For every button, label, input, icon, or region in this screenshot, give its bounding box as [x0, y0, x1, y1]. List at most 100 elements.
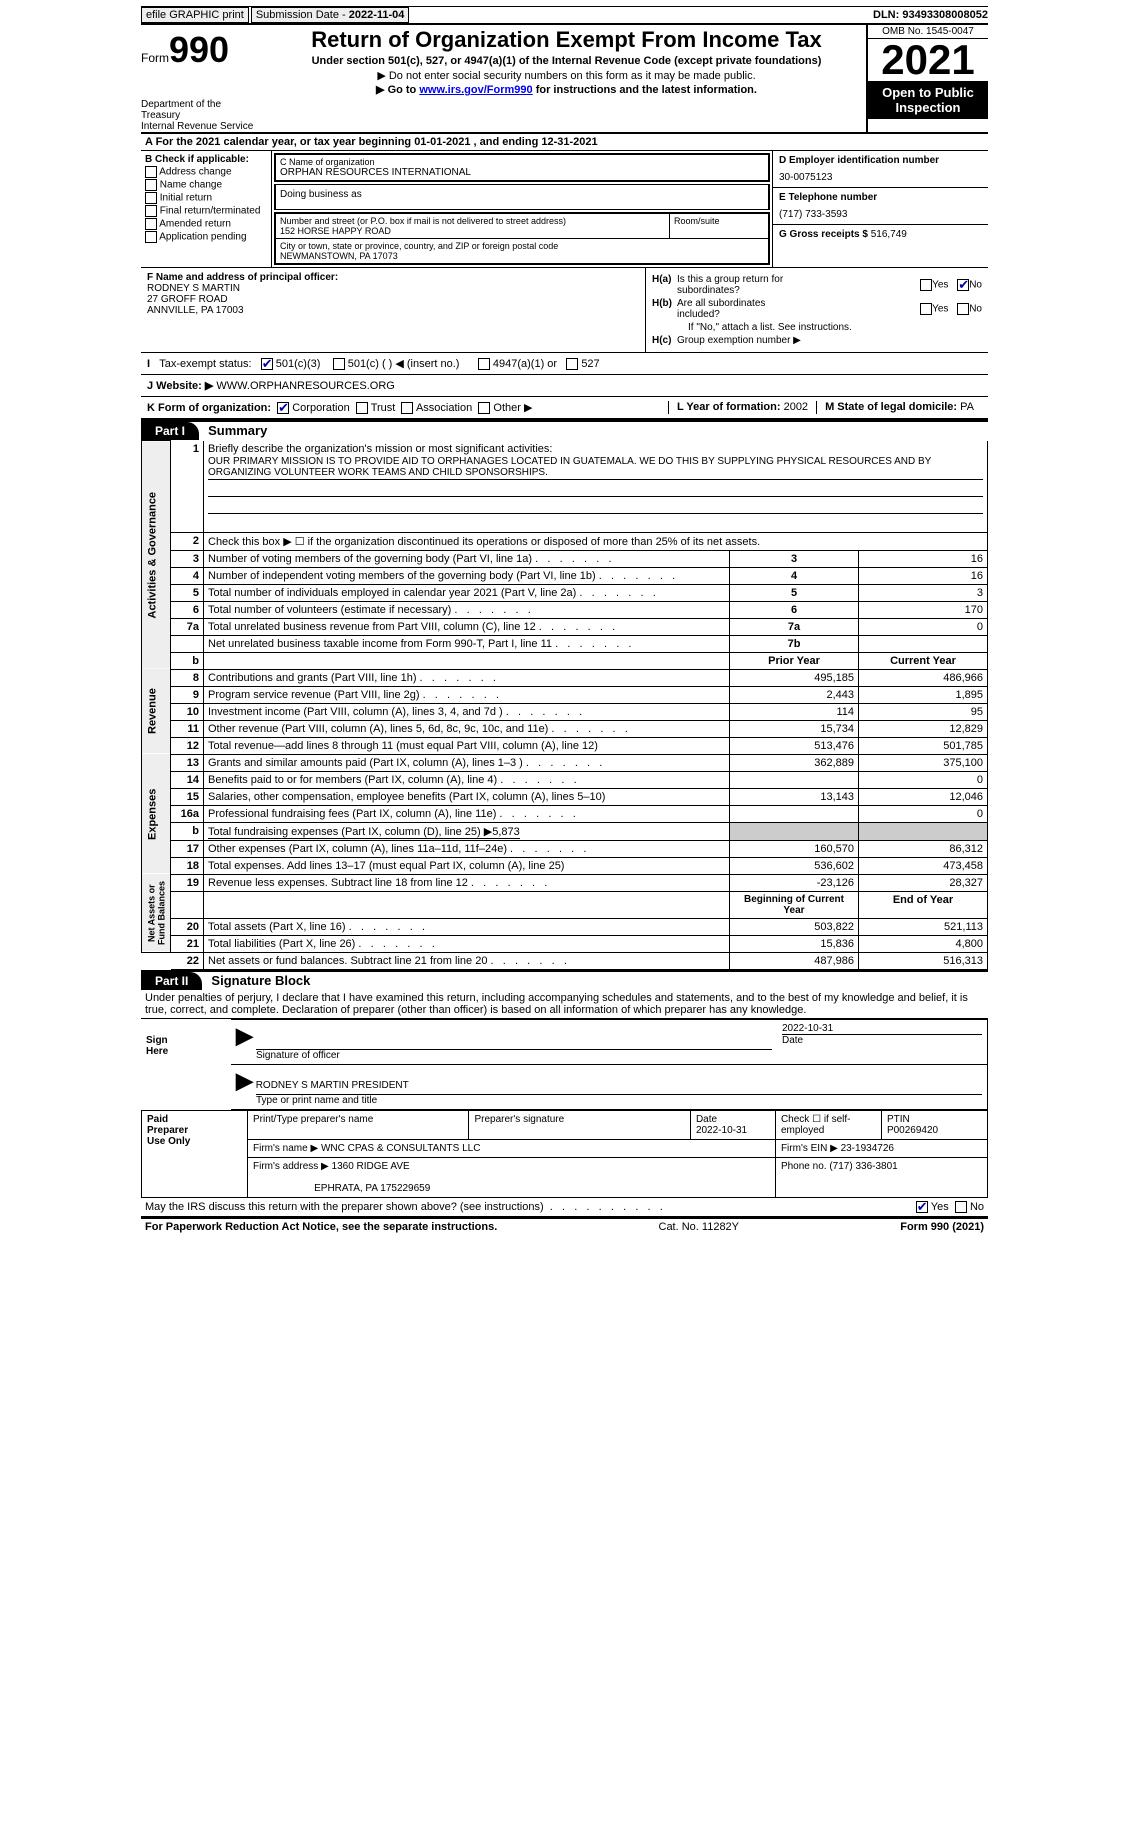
- efile-button[interactable]: efile GRAPHIC print: [141, 7, 249, 23]
- check-trust[interactable]: [356, 402, 368, 414]
- dept-label: Department of the Treasury Internal Reve…: [141, 99, 261, 132]
- footer-right: Form 990 (2021): [900, 1221, 984, 1233]
- street-label: Number and street (or P.O. box if mail i…: [280, 216, 665, 226]
- hdr-end-year: End of Year: [859, 891, 988, 918]
- line7a-desc: Total unrelated business revenue from Pa…: [204, 618, 730, 635]
- line11-prior: 15,734: [730, 720, 859, 737]
- check-application-pending[interactable]: Application pending: [145, 231, 267, 243]
- line14-curr: 0: [859, 771, 988, 788]
- form-header: Form990 Department of the Treasury Inter…: [141, 23, 988, 134]
- line20-end: 521,113: [859, 918, 988, 935]
- f-label: F Name and address of principal officer:: [147, 272, 338, 283]
- check-4947[interactable]: [478, 358, 490, 370]
- line19-desc: Revenue less expenses. Subtract line 18 …: [204, 874, 730, 891]
- hb-note: If "No," attach a list. See instructions…: [652, 322, 982, 333]
- ha-yes-check[interactable]: [920, 279, 932, 291]
- irs-link[interactable]: www.irs.gov/Form990: [419, 84, 532, 96]
- officer-street: 27 GROFF ROAD: [147, 294, 228, 305]
- check-other[interactable]: [478, 402, 490, 414]
- line9-curr: 1,895: [859, 686, 988, 703]
- check-501c3[interactable]: [261, 358, 273, 370]
- col-d: D Employer identification number 30-0075…: [772, 151, 988, 267]
- firm-name-label: Firm's name ▶: [253, 1143, 321, 1154]
- self-employed-check[interactable]: Check ☐ if self-employed: [775, 1110, 881, 1139]
- ptin-value: P00269420: [887, 1125, 938, 1136]
- hb-yes-check[interactable]: [920, 303, 932, 315]
- sign-date-label: Date: [782, 1034, 982, 1046]
- check-name-change[interactable]: Name change: [145, 179, 267, 191]
- row-k-form-org: K Form of organization: Corporation Trus…: [141, 396, 988, 420]
- line2-text: Check this box ▶ ☐ if the organization d…: [204, 532, 988, 550]
- ptin-label: PTIN: [887, 1114, 910, 1125]
- room-cell: Room/suite: [669, 214, 768, 238]
- dba-box: Doing business as: [274, 184, 770, 210]
- declaration-text: Under penalties of perjury, I declare th…: [141, 990, 988, 1019]
- line20-beg: 503,822: [730, 918, 859, 935]
- dln-value: 93493308008052: [902, 9, 988, 21]
- line15-curr: 12,046: [859, 788, 988, 805]
- note-2: ▶ Go to www.irs.gov/Form990 for instruct…: [271, 83, 862, 96]
- check-initial-return[interactable]: Initial return: [145, 192, 267, 204]
- line7a-val: 0: [859, 618, 988, 635]
- line8-curr: 486,966: [859, 669, 988, 686]
- line9-prior: 2,443: [730, 686, 859, 703]
- line17-prior: 160,570: [730, 840, 859, 857]
- g-label: G Gross receipts $: [779, 229, 871, 240]
- form-number-value: 990: [169, 29, 229, 70]
- check-corp[interactable]: [277, 402, 289, 414]
- tab-activities-governance: Activities & Governance: [142, 441, 171, 670]
- col-b-title: B Check if applicable:: [145, 154, 249, 165]
- tab-expenses: Expenses: [142, 754, 171, 874]
- e-label: E Telephone number: [779, 192, 982, 203]
- preparer-sig-label: Preparer's signature: [469, 1110, 690, 1139]
- officer-city: ANNVILLE, PA 17003: [147, 305, 244, 316]
- check-527[interactable]: [566, 358, 578, 370]
- street-value: 152 HORSE HAPPY ROAD: [280, 226, 665, 236]
- line10-desc: Investment income (Part VIII, column (A)…: [204, 703, 730, 720]
- check-assoc[interactable]: [401, 402, 413, 414]
- page-footer: For Paperwork Reduction Act Notice, see …: [141, 1218, 988, 1235]
- form-prefix: Form: [141, 51, 169, 65]
- officer-name-title: RODNEY S MARTIN PRESIDENT: [256, 1080, 409, 1091]
- line19-curr: 28,327: [859, 874, 988, 891]
- ein-value: 30-0075123: [779, 172, 982, 183]
- line8-prior: 495,185: [730, 669, 859, 686]
- submission-date-box: Submission Date - 2022-11-04: [251, 7, 410, 23]
- check-501c[interactable]: [333, 358, 345, 370]
- tab-revenue: Revenue: [142, 669, 171, 754]
- d-label: D Employer identification number: [779, 155, 982, 166]
- check-amended-return[interactable]: Amended return: [145, 218, 267, 230]
- line21-desc: Total liabilities (Part X, line 26): [204, 935, 730, 952]
- ha-yesno: Yes No: [914, 279, 982, 291]
- header-right: OMB No. 1545-0047 2021 Open to Public In…: [866, 25, 988, 132]
- dba-label: Doing business as: [280, 189, 764, 200]
- line16b-curr-shaded: [859, 822, 988, 840]
- hb-no-check[interactable]: [957, 303, 969, 315]
- line18-prior: 536,602: [730, 857, 859, 874]
- footer-left: For Paperwork Reduction Act Notice, see …: [145, 1221, 497, 1233]
- header-middle: Return of Organization Exempt From Incom…: [267, 25, 866, 132]
- line4-val: 16: [859, 567, 988, 584]
- line9-desc: Program service revenue (Part VIII, line…: [204, 686, 730, 703]
- j-label: J Website: ▶: [147, 380, 216, 392]
- ha-no-check[interactable]: [957, 279, 969, 291]
- check-address-change[interactable]: Address change: [145, 166, 267, 178]
- line5-desc: Total number of individuals employed in …: [204, 584, 730, 601]
- line13-curr: 375,100: [859, 754, 988, 771]
- discuss-no-check[interactable]: [955, 1201, 967, 1213]
- sign-date-value: 2022-10-31: [782, 1023, 982, 1034]
- part1-label: Part I: [141, 422, 199, 440]
- city-cell: City or town, state or province, country…: [276, 239, 768, 263]
- tab-net-assets: Net Assets or Fund Balances: [142, 874, 171, 952]
- line22-desc: Net assets or fund balances. Subtract li…: [204, 952, 730, 969]
- line8-desc: Contributions and grants (Part VIII, lin…: [204, 669, 730, 686]
- col-b-check: B Check if applicable: Address change Na…: [141, 151, 272, 267]
- line12-prior: 513,476: [730, 737, 859, 754]
- k-label: K Form of organization:: [147, 402, 271, 414]
- discuss-yes-check[interactable]: [916, 1201, 928, 1213]
- line6-val: 170: [859, 601, 988, 618]
- hdr-prior-year: Prior Year: [730, 652, 859, 669]
- street-cell: Number and street (or P.O. box if mail i…: [276, 214, 669, 238]
- check-final-return[interactable]: Final return/terminated: [145, 205, 267, 217]
- line16b-prior-shaded: [730, 822, 859, 840]
